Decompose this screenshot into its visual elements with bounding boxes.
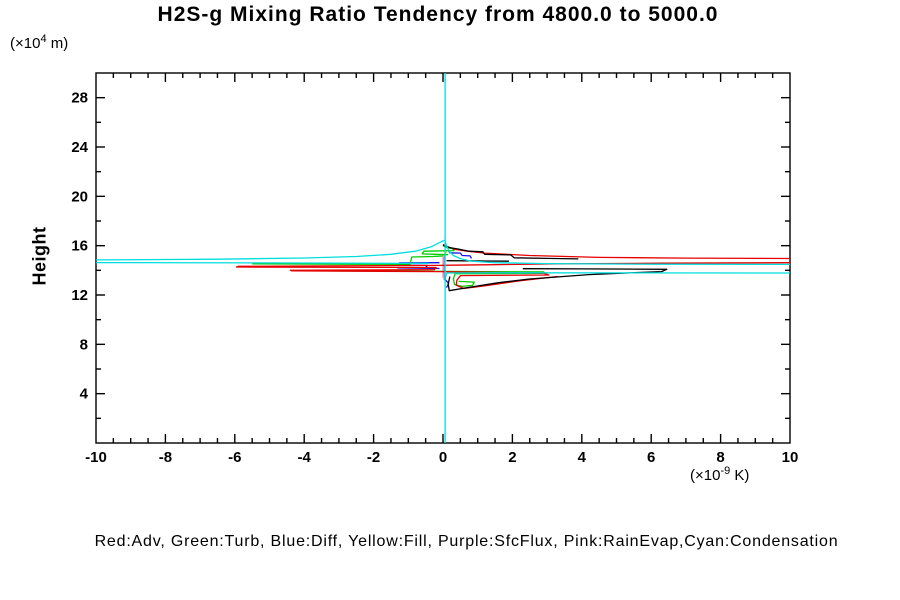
x-tick-label: -10 [85,449,107,466]
x-unit-suffix: K) [730,467,750,484]
series-total-line [447,268,668,292]
x-tick-label: 6 [647,449,655,466]
series-adv-line [235,262,791,290]
x-tick-label: -8 [159,449,172,466]
y-unit-prefix: (×10 [10,35,41,52]
y-tick-label: 24 [71,139,88,156]
x-tick-label: -2 [367,449,380,466]
x-tick-label: 2 [508,449,516,466]
y-tick-label: 20 [71,188,88,205]
y-tick-label: 12 [71,287,88,304]
y-unit-exponent: 4 [40,33,47,45]
legend-text: Red:Adv, Green:Turb, Blue:Diff, Yellow:F… [94,533,839,550]
y-tick-label: 16 [71,238,88,255]
x-unit-exponent: -9 [720,465,731,477]
x-unit-prefix: (×10 [690,467,721,484]
y-unit-suffix: m) [46,35,69,52]
y-tick-label: 28 [71,90,88,107]
x-tick-label: -6 [228,449,241,466]
y-tick-label: 8 [80,336,88,353]
series-condensation-line [95,261,430,265]
series-adv-line [442,243,791,260]
series-turb-line [252,255,444,265]
x-tick-label: 0 [439,449,447,466]
x-tick-label: 10 [782,449,799,466]
x-axis-unit: (×10-9 K) [690,465,749,484]
x-tick-label: -4 [298,449,312,466]
x-tick-label: 8 [716,449,724,466]
y-axis-unit: (×104 m) [10,33,68,52]
x-tick-label: 4 [578,449,587,466]
series-total-line [442,244,579,260]
y-tick-label: 4 [80,386,89,403]
series-total-line [446,260,509,262]
series-condensation-line [95,239,791,266]
series-condensation-line [444,272,791,280]
chart-title: H2S-g Mixing Ratio Tendency from 4800.0 … [157,3,719,26]
